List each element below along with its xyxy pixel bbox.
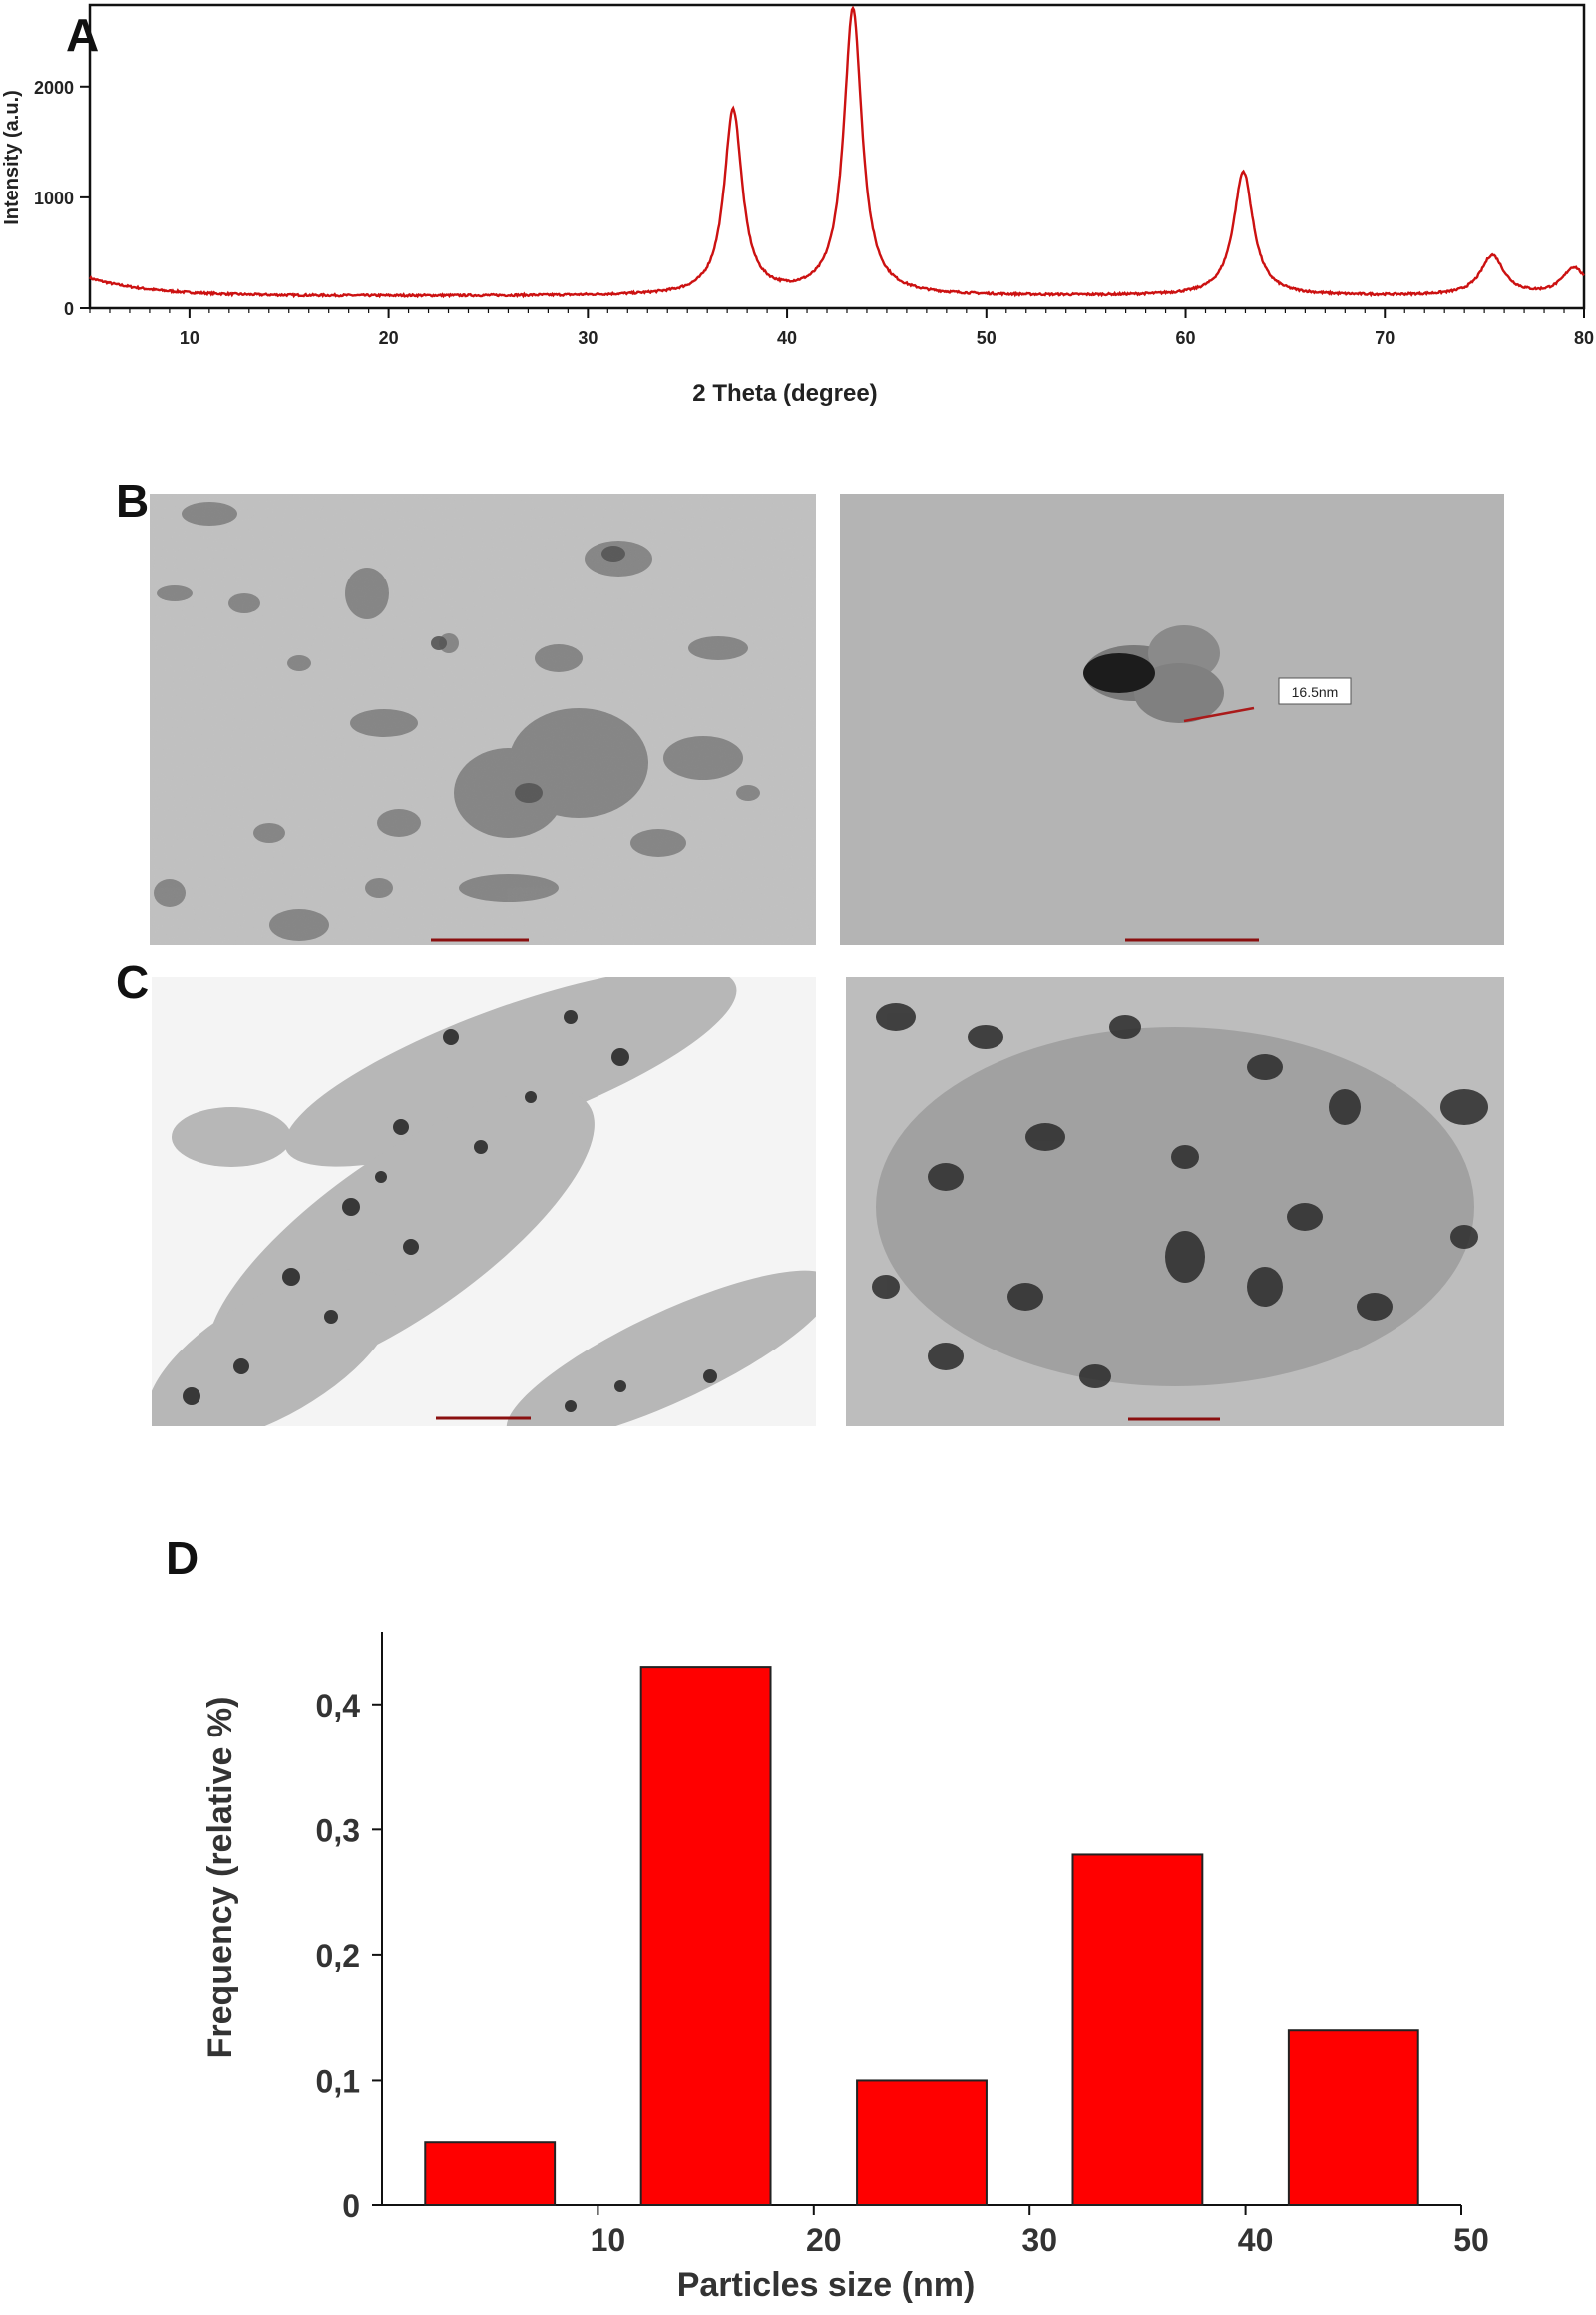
xrd-x-tick-label: 50 bbox=[977, 328, 997, 348]
hist-y-tick-label: 0,2 bbox=[316, 1938, 360, 1974]
hist-y-axis-label: Frequency (relative %) bbox=[201, 1697, 239, 2059]
hist-x-tick-label: 30 bbox=[1021, 2222, 1057, 2258]
hist-bar-2 bbox=[639, 1666, 772, 2207]
xrd-frame bbox=[88, 3, 1586, 310]
hist-bar-4 bbox=[1071, 1853, 1204, 2206]
hist-x-tick-label: 20 bbox=[806, 2222, 842, 2258]
hist-x-tick-label: 10 bbox=[591, 2222, 626, 2258]
tem-measure-label: 16.5nm bbox=[1292, 684, 1339, 700]
xrd-y-tick-label: 0 bbox=[64, 299, 74, 319]
xrd-y-tick-label: 2000 bbox=[34, 78, 74, 98]
xrd-x-tick-label: 30 bbox=[578, 328, 598, 348]
xrd-y-tick-label: 1000 bbox=[34, 189, 74, 208]
xrd-x-tick-label: 40 bbox=[777, 328, 797, 348]
hist-y-tick-label: 0 bbox=[342, 2188, 360, 2224]
hist-y-tick-label: 0,4 bbox=[316, 1688, 361, 1724]
tem-image-c-right bbox=[846, 977, 1504, 1426]
panel-label-d: D bbox=[166, 1532, 200, 1584]
xrd-x-tick-label: 80 bbox=[1574, 328, 1594, 348]
xrd-x-tick-label: 60 bbox=[1176, 328, 1196, 348]
hist-bar-3 bbox=[856, 2079, 988, 2207]
xrd-series-line bbox=[88, 5, 1585, 299]
hist-x-tick-label: 50 bbox=[1453, 2222, 1489, 2258]
xrd-y-axis-label: Intensity (a.u.) bbox=[1, 90, 23, 225]
xrd-x-tick-label: 10 bbox=[180, 328, 200, 348]
panel-label-a: A bbox=[66, 9, 100, 61]
xrd-x-tick-label: 70 bbox=[1375, 328, 1395, 348]
tem-image-b-left bbox=[150, 494, 816, 945]
xrd-chart: 10 20 30 40 50 60 70 80 0 1000 2000 2 Theta (degre… bbox=[1, 3, 1594, 407]
panel-label-b: B bbox=[116, 475, 150, 527]
hist-bar-1 bbox=[424, 2141, 557, 2207]
hist-x-tick-label: 40 bbox=[1238, 2222, 1274, 2258]
hist-y-tick-label: 0,3 bbox=[316, 1812, 360, 1848]
xrd-x-tick-label: 20 bbox=[379, 328, 399, 348]
tem-image-b-right: 16.5nm bbox=[840, 494, 1504, 945]
hist-y-tick-label: 0,1 bbox=[316, 2063, 360, 2099]
tem-image-c-left bbox=[152, 977, 816, 1426]
histogram-chart: 0 0,1 0,2 0,3 0,4 10 20 30 40 50 Particles size (… bbox=[201, 1632, 1489, 2304]
hist-x-axis-label: Particles size (nm) bbox=[677, 2266, 976, 2304]
panel-label-c: C bbox=[116, 957, 150, 1008]
xrd-x-axis-label: 2 Theta (degree) bbox=[692, 380, 877, 407]
hist-bar-5 bbox=[1287, 2029, 1419, 2206]
